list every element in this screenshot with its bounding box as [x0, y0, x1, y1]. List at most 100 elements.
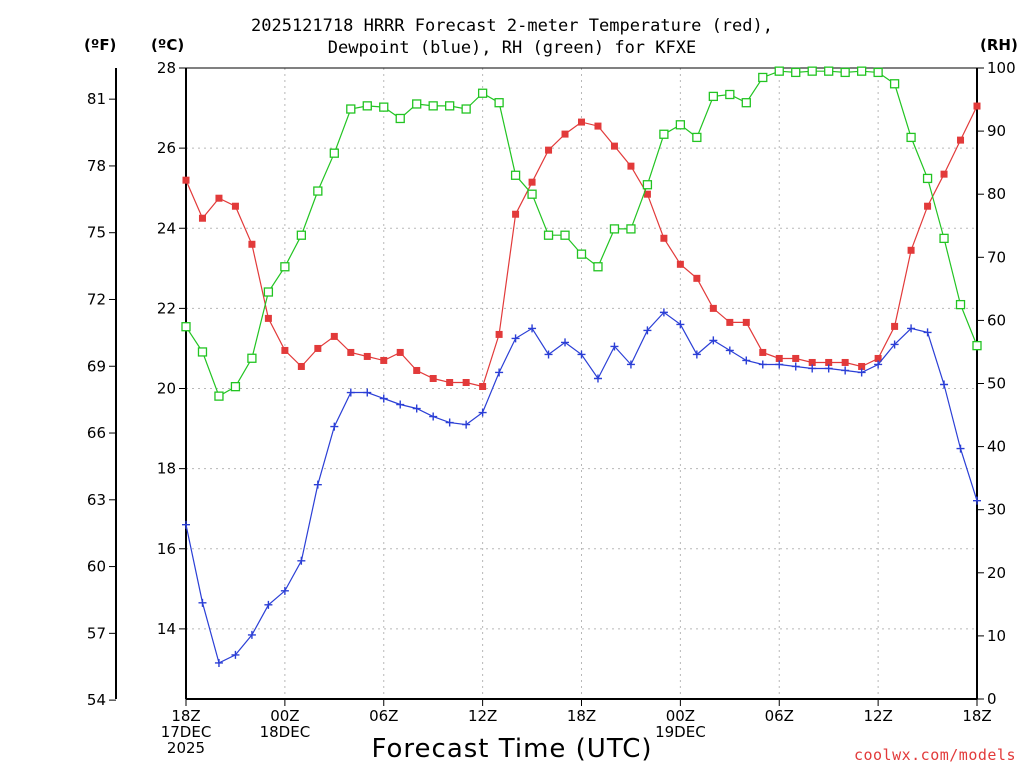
dewpoint-point — [643, 326, 652, 335]
x-tick-label: 18Z — [171, 707, 200, 725]
rh-point — [922, 173, 933, 184]
temperature-point — [446, 378, 454, 386]
dewpoint-point — [709, 336, 718, 345]
temperature-point — [940, 170, 948, 178]
rh-point — [230, 382, 241, 392]
dewpoint-point — [659, 308, 668, 317]
dewpoint-point — [478, 408, 487, 417]
temperature-point — [182, 176, 190, 184]
temperature-point — [742, 318, 750, 326]
temperature-point — [841, 358, 849, 366]
dewpoint-point — [593, 374, 602, 383]
temperature-series — [182, 102, 981, 391]
rh-tick-label: 60 — [987, 311, 1006, 329]
fahrenheit-tick-label: 81 — [87, 90, 106, 108]
dewpoint-point — [396, 400, 405, 409]
temperature-point — [281, 346, 289, 354]
dewpoint-point — [973, 496, 981, 505]
temperature-point — [907, 246, 915, 254]
rh-point — [247, 353, 257, 363]
rh-tick-label: 40 — [987, 438, 1006, 456]
celsius-tick-label: 16 — [157, 540, 176, 558]
celsius-tick-label: 18 — [157, 460, 176, 478]
rh-tick-label: 50 — [987, 375, 1006, 393]
x-tick-label: 06Z — [765, 707, 794, 725]
rh-point — [840, 67, 850, 78]
rh-point — [807, 66, 817, 76]
dewpoint-point — [412, 404, 421, 413]
dewpoint-point — [297, 556, 306, 565]
temperature-point — [792, 354, 800, 362]
fahrenheit-tick-label: 75 — [87, 224, 106, 242]
temperature-point — [627, 162, 635, 170]
temperature-point — [825, 358, 833, 366]
rh-point — [263, 287, 274, 297]
temperature-point — [594, 122, 602, 130]
rh-point — [642, 180, 653, 190]
temperature-point — [479, 383, 487, 391]
rh-point — [428, 101, 438, 111]
dewpoint-series — [182, 308, 981, 667]
dewpoint-point — [561, 338, 570, 347]
dewpoint-point — [742, 356, 751, 365]
x-tick-label: 19DEC — [655, 723, 706, 741]
rh-point — [412, 99, 422, 109]
dewpoint-point — [247, 630, 256, 639]
temperature-point — [413, 366, 421, 374]
temperature-point — [709, 304, 717, 312]
rh-point — [543, 230, 554, 240]
rh-point — [856, 66, 867, 76]
x-tick-label: 12Z — [863, 707, 892, 725]
dewpoint-point — [824, 364, 833, 373]
grid — [186, 68, 977, 699]
temperature-point — [858, 362, 866, 370]
rh-point — [758, 72, 768, 83]
x-axis-label: Forecast Time (UTC) — [371, 734, 653, 764]
fahrenheit-tick-label: 54 — [87, 691, 106, 709]
temperature-point — [545, 146, 553, 154]
dewpoint-point — [346, 388, 355, 397]
dewpoint-point — [775, 360, 784, 369]
dewpoint-point — [528, 324, 537, 333]
rh-point — [510, 170, 521, 180]
temperature-point — [775, 354, 783, 362]
dewpoint-point — [610, 342, 619, 351]
temperature-point — [660, 234, 668, 242]
fahrenheit-tick-label: 57 — [87, 624, 106, 642]
rh-tick-label: 10 — [987, 627, 1006, 645]
temperature-point — [248, 240, 256, 248]
x-tick-label: 18Z — [962, 707, 991, 725]
dewpoint-point — [511, 334, 520, 343]
rh-tick-label: 0 — [987, 690, 997, 708]
rh-point — [659, 129, 669, 139]
dewpoint-point — [264, 600, 273, 609]
rh-series — [181, 66, 982, 401]
rh-point — [906, 132, 916, 143]
dewpoint-point — [940, 380, 949, 389]
dewpoint-point — [231, 650, 240, 659]
celsius-tick-label: 14 — [157, 620, 176, 638]
rh-point — [477, 88, 488, 98]
fahrenheit-tick-label: 63 — [87, 491, 106, 509]
rh-point — [939, 233, 949, 244]
rh-point — [824, 66, 834, 76]
celsius-axis-label: (ºC) — [151, 36, 185, 54]
temperature-point — [215, 194, 223, 202]
temperature-point — [561, 130, 569, 138]
temperature-point — [462, 378, 470, 386]
x-tick-label: 12Z — [468, 707, 497, 725]
rh-axis-label: (RH) — [980, 36, 1018, 54]
celsius-tick-label: 28 — [157, 59, 176, 77]
temperature-point — [578, 118, 585, 126]
dewpoint-point — [577, 350, 586, 359]
rh-point — [873, 67, 883, 78]
rh-tick-label: 80 — [987, 185, 1006, 203]
rh-point — [329, 148, 339, 158]
rh-point — [461, 104, 471, 114]
rh-point — [972, 340, 982, 351]
chart-title-line2: Dewpoint (blue), RH (green) for KFXE — [327, 38, 697, 58]
temperature-point — [297, 362, 305, 370]
data-series — [181, 66, 982, 667]
